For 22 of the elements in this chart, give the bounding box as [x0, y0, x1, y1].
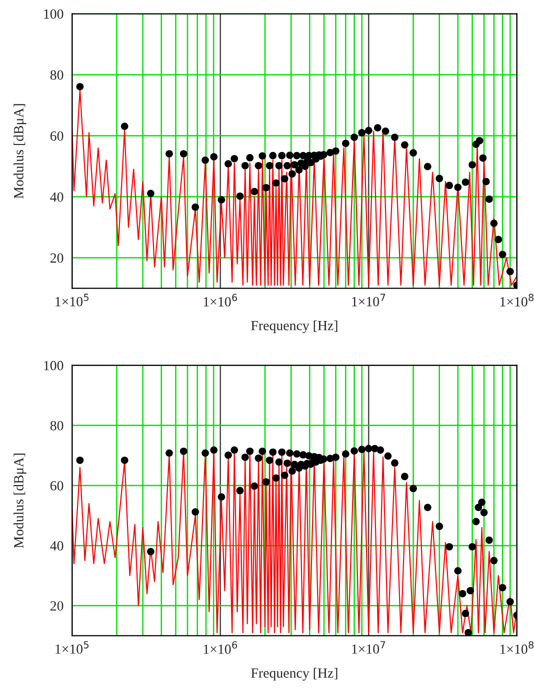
y-tick-label: 100 [44, 360, 64, 370]
y-tick-label: 80 [50, 70, 64, 80]
y-tick-label: 40 [50, 541, 64, 551]
x-tick-label: 1×10$^{7}$ [352, 641, 386, 654]
y-tick-label: 20 [50, 253, 64, 263]
y-tick-label: 60 [50, 131, 64, 141]
y-axis-title: Modulus [dBμA] [14, 454, 26, 548]
y-axis-title: Modulus [dBμA] [14, 104, 26, 199]
x-tick-label: 1×10$^{5}$ [56, 641, 89, 654]
y-tick-label: 80 [50, 420, 64, 430]
x-tick-label: 1×10$^{8}$ [500, 294, 534, 306]
x-axis-title: Frequency [Hz] [251, 668, 338, 681]
x-tick-label: 1×10$^{8}$ [500, 641, 534, 654]
x-tick-label: 1×10$^{7}$ [352, 294, 386, 306]
y-tick-label: 40 [50, 192, 64, 202]
x-tick-label: 1×10$^{5}$ [56, 294, 89, 306]
y-tick-label: 100 [44, 9, 64, 19]
x-axis-title: Frequency [Hz] [251, 320, 338, 334]
x-tick-label: 1×10$^{6}$ [204, 294, 238, 306]
y-tick-label: 20 [50, 601, 64, 611]
y-tick-label: 60 [50, 481, 64, 490]
x-tick-label: 1×10$^{6}$ [204, 641, 238, 654]
